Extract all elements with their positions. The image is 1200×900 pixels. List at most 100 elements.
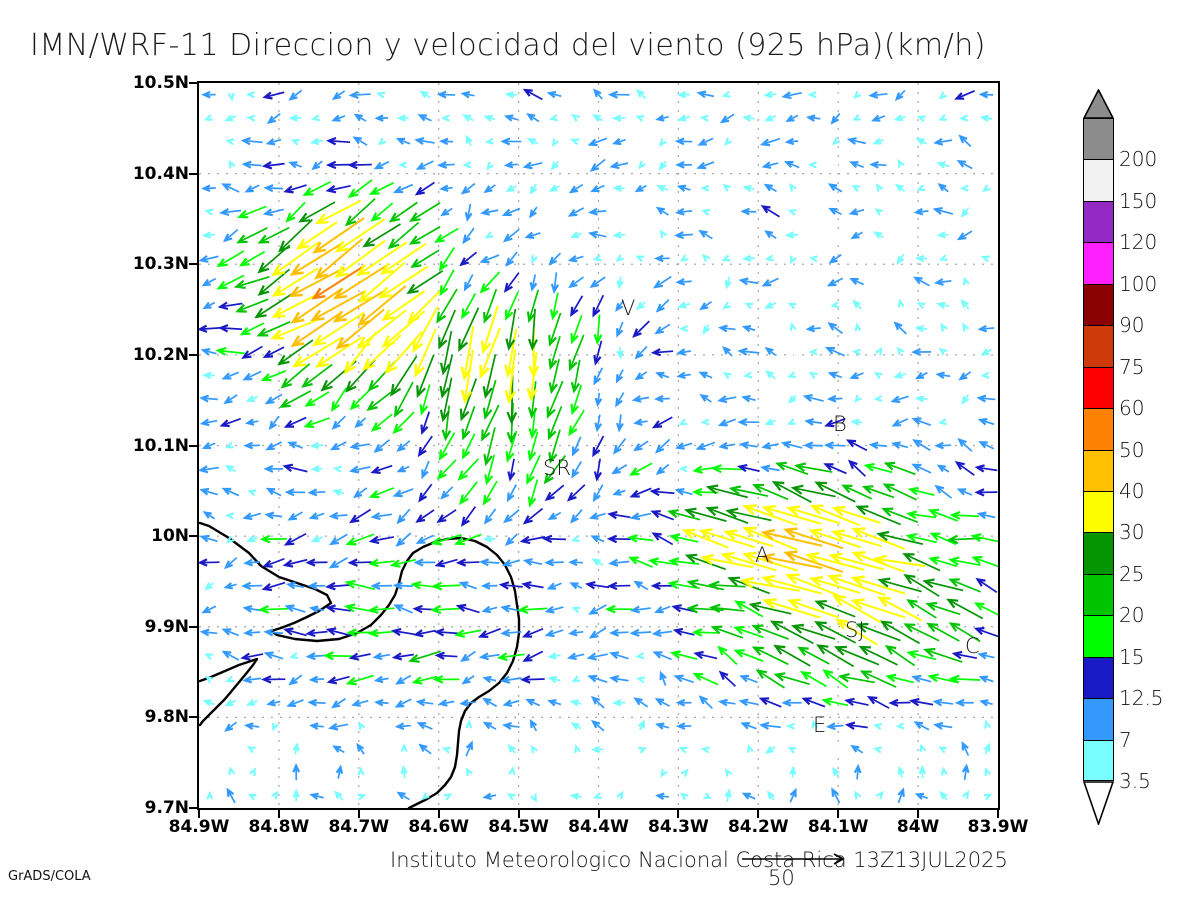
wind-arrow xyxy=(570,722,582,730)
wind-arrow xyxy=(976,511,996,520)
wind-arrow xyxy=(395,674,412,685)
wind-arrow xyxy=(221,650,240,661)
wind-arrow xyxy=(572,436,582,457)
wind-arrow xyxy=(811,231,819,240)
wind-arrow xyxy=(651,416,673,429)
wind-arrow xyxy=(235,298,269,313)
wind-arrow xyxy=(243,558,261,567)
wind-arrow xyxy=(295,221,338,250)
wind-arrow xyxy=(421,792,430,801)
wind-arrow xyxy=(741,792,756,800)
x-axis-tick-mark xyxy=(437,809,440,818)
wind-arrow xyxy=(831,529,882,548)
wind-arrow xyxy=(814,600,856,618)
wind-arrow xyxy=(782,527,844,550)
wind-arrow xyxy=(787,746,797,754)
y-axis-tick-mark xyxy=(189,82,198,84)
wind-arrow xyxy=(389,558,416,568)
wind-arrow xyxy=(929,532,957,546)
wind-arrow xyxy=(441,746,451,754)
wind-arrow xyxy=(325,581,351,591)
wind-arrow xyxy=(978,90,994,99)
wind-arrow xyxy=(443,793,453,801)
wind-arrow xyxy=(479,254,500,264)
wind-arrow xyxy=(744,231,754,239)
wind-arrow xyxy=(637,207,645,217)
wind-arrow xyxy=(781,91,802,100)
wind-arrow xyxy=(807,91,817,99)
wind-arrow xyxy=(609,651,629,660)
colorbar-segment xyxy=(1083,366,1114,409)
wind-arrow xyxy=(396,114,409,122)
wind-arrow xyxy=(348,90,371,100)
wind-arrow xyxy=(832,594,882,624)
wind-arrow xyxy=(686,603,724,614)
wind-arrow xyxy=(590,695,605,709)
wind-arrow xyxy=(784,231,799,239)
wind-arrow xyxy=(615,369,624,384)
x-axis-tick-mark xyxy=(677,809,680,818)
wind-arrow xyxy=(588,627,607,639)
wind-arrow xyxy=(863,463,893,474)
wind-arrow xyxy=(201,277,217,287)
wind-arrow xyxy=(844,697,869,706)
wind-arrow xyxy=(483,114,496,122)
wind-arrow xyxy=(744,302,754,310)
wind-arrow xyxy=(724,768,733,777)
wind-arrow xyxy=(368,535,395,545)
wind-arrow xyxy=(203,114,213,121)
wind-arrow xyxy=(331,415,346,430)
wind-arrow xyxy=(277,339,314,366)
wind-arrow xyxy=(439,184,453,192)
wind-arrow xyxy=(629,487,652,498)
wind-arrow xyxy=(589,276,606,289)
wind-arrow xyxy=(915,371,928,380)
wind-arrow xyxy=(630,605,651,614)
wind-arrow xyxy=(608,558,630,567)
wind-arrow xyxy=(634,371,648,381)
wind-arrow xyxy=(374,698,389,707)
wind-arrow xyxy=(415,160,434,170)
wind-arrow xyxy=(241,581,263,591)
wind-arrow xyxy=(911,463,932,474)
wind-arrow xyxy=(791,623,836,640)
wind-arrow xyxy=(437,699,455,707)
wind-arrow xyxy=(496,652,525,662)
x-axis-tick-mark xyxy=(198,809,200,818)
wind-arrow xyxy=(787,371,797,379)
wind-arrow xyxy=(740,207,757,216)
wind-arrow xyxy=(462,433,476,460)
wind-arrow xyxy=(484,231,494,239)
wind-arrow xyxy=(483,288,498,324)
wind-arrow xyxy=(762,598,821,619)
wind-arrow xyxy=(544,484,565,502)
wind-arrow xyxy=(378,793,387,801)
wind-arrow xyxy=(396,465,410,473)
wind-arrow xyxy=(460,182,476,195)
wind-arrow xyxy=(897,158,905,168)
wind-arrow xyxy=(242,512,262,521)
wind-arrow xyxy=(675,278,692,286)
wind-arrow xyxy=(439,269,455,297)
wind-arrow xyxy=(760,205,780,218)
wind-arrow xyxy=(721,254,731,262)
wind-arrow xyxy=(333,264,387,300)
wind-arrow xyxy=(748,601,792,615)
wind-arrow xyxy=(832,90,841,99)
wind-arrow xyxy=(960,347,969,356)
wind-arrow xyxy=(728,485,769,497)
wind-arrow xyxy=(434,227,459,243)
wind-arrow xyxy=(760,464,780,473)
wind-arrow xyxy=(547,511,562,521)
colorbar[interactable]: 200 150 120 100 90 75 60 50 40 30 25 20 15 12.5 7 3.5 xyxy=(1083,89,1164,825)
wind-arrow xyxy=(638,231,647,240)
wind-arrow xyxy=(245,91,256,99)
wind-arrow xyxy=(416,722,433,730)
wind-arrow xyxy=(551,207,559,217)
wind-arrow xyxy=(785,114,799,122)
wind-arrow xyxy=(283,627,307,637)
wind-arrow xyxy=(638,160,646,170)
wind-arrow xyxy=(379,242,427,275)
wind-arrow xyxy=(733,649,764,662)
wind-arrow xyxy=(530,744,539,754)
